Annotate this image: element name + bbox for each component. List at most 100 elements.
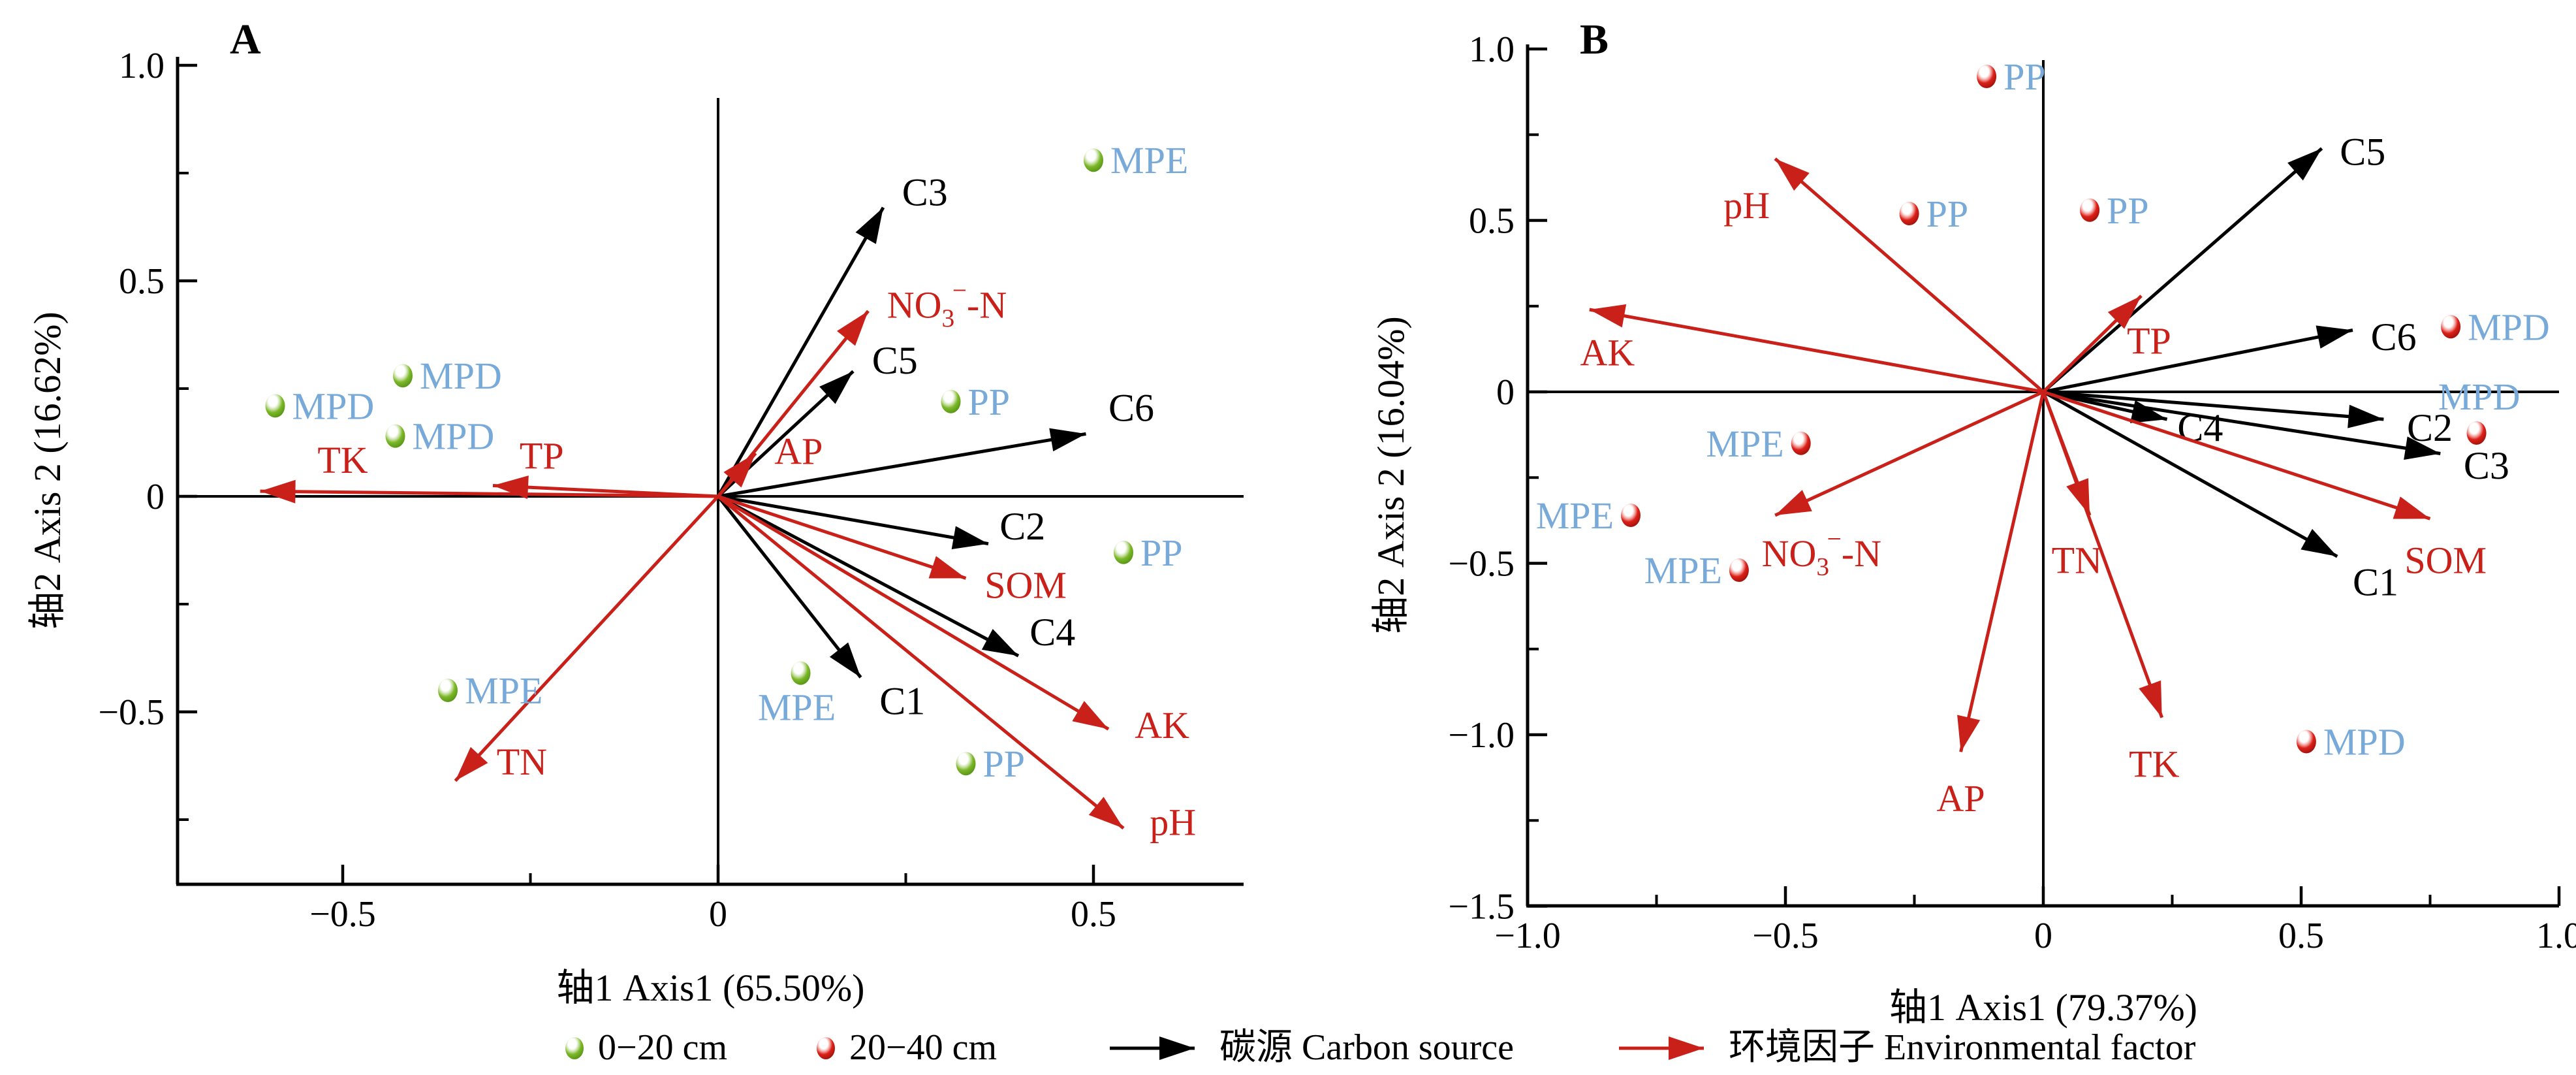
x-axis-label-B: 轴1 Axis1 (79.37%) [1889,986,2197,1029]
sample-point-PP [941,389,961,413]
x-tick-label: 0.5 [2278,916,2324,956]
env-arrow-label-TK: TK [317,439,368,481]
panel-B: 1.00.50−0.5−1.0−1.5−1.0 −0.5 0 0.5 1.0C5C6C4… [1370,16,2576,1029]
sample-point-MPD [2441,315,2461,339]
sample-point-label-MPD: MPD [2323,721,2406,763]
carbon-arrow-C5 [2042,147,2323,393]
carbon-arrow-label-C3: C3 [902,171,948,214]
legend-label-environmental-factor: 环境因子 Environmental factor [1729,1027,2196,1068]
env-arrow-label-AK: AK [1135,704,1189,746]
y-tick-label: −0.5 [1448,544,1515,585]
env-arrow-label-NO3N: NO3−-N [1762,524,1881,581]
env-arrow-label-SOM: SOM [984,564,1067,606]
sample-point-MPE [1729,558,1749,582]
carbon-arrow-C6 [717,428,1086,498]
env-arrow-AP [717,452,757,498]
y-tick-label: 0 [1496,372,1515,413]
env-arrow-pH [1774,157,2045,393]
sample-point-label-MPD: MPD [292,385,375,427]
y-tick-label: −1.0 [1448,715,1515,756]
legend-label-carbon-source: 碳源 Carbon source [1219,1027,1514,1068]
env-arrow-TP [2042,295,2143,393]
sample-point-label-PP: PP [2003,56,2046,98]
env-arrow-label-TN: TN [497,741,547,783]
legend-label-depth: 20−40 cm [849,1027,997,1068]
sample-point-MPE [791,661,811,685]
sample-point-label-PP: PP [1140,532,1183,574]
sample-point-MPE [1791,431,1811,455]
x-tick-label: 0 [709,894,727,935]
carbon-arrow-C2 [2043,390,2384,428]
carbon-arrow-label-C5: C5 [872,339,918,382]
env-arrow-SOM [2043,390,2431,521]
legend-label-depth: 0−20 cm [598,1027,727,1068]
y-tick-label: 0 [146,477,165,517]
carbon-arrow-C6 [2043,325,2353,394]
env-arrow-label-AP: AP [774,430,823,473]
sample-point-label-MPE: MPE [1706,423,1783,465]
sample-point-MPD [385,424,405,448]
sample-point-label-PP: PP [983,743,1026,785]
x-tick-label: 1.0 [2536,916,2576,956]
sample-point-PP [1899,202,1919,225]
sample-point-label-MPD: MPD [413,415,495,458]
sample-point-label-MPE: MPE [465,669,542,712]
x-tick-label: 0.5 [1071,894,1116,935]
sample-point-PP [1977,65,1997,88]
env-arrow-label-SOM: SOM [2404,539,2487,581]
sample-point-PP [2080,198,2100,222]
sample-point-MPE [1621,504,1641,527]
env-arrow-label-TP: TP [2127,319,2171,362]
sample-point-label-MPE: MPE [1644,549,1722,592]
sample-point-label-MPD: MPD [2468,306,2550,348]
sample-point-MPD [2466,421,2487,445]
x-tick-label: −1.0 [1494,916,1561,956]
carbon-arrow-C1 [717,495,862,679]
env-arrow-NO3N [1774,390,2045,517]
sample-point-label-MPD: MPD [2438,376,2521,418]
y-axis-label-A: 轴2 Axis 2 (16.62%) [26,312,69,630]
sample-point-label-PP: PP [2107,189,2149,232]
carbon-arrow-label-C6: C6 [1108,387,1154,430]
legend-green-point-icon [565,1037,584,1059]
env-arrow-label-AP: AP [1937,777,1985,820]
panel-title-B: B [1580,16,1609,63]
env-arrow-TK [260,479,719,504]
y-tick-label: 1.0 [119,46,165,86]
carbon-arrow-C4 [717,494,1020,658]
carbon-arrow-label-C4: C4 [1029,611,1075,654]
sample-point-PP [956,752,976,776]
legend-red-point-icon [817,1037,835,1059]
env-arrow-label-TP: TP [520,434,564,477]
env-arrow-SOM [717,494,967,580]
sample-point-label-MPD: MPD [420,355,502,397]
x-tick-label: −0.5 [1752,916,1819,956]
env-arrow-TK [2041,391,2164,718]
carbon-arrow-label-C1: C1 [2353,560,2398,603]
env-arrow-AP [1957,391,2045,752]
sample-point-label-PP: PP [1926,193,1969,235]
sample-point-MPE [1084,148,1103,172]
y-tick-label: 1.0 [1469,29,1515,70]
env-arrow-TN [454,495,719,782]
carbon-arrow-label-C6: C6 [2371,315,2417,359]
env-arrow-label-NO3N: NO3−-N [887,276,1007,332]
carbon-arrow-label-C1: C1 [879,680,925,723]
env-arrow-pH [717,495,1125,830]
sample-point-label-MPE: MPE [1110,139,1188,182]
carbon-arrow-label-C2: C2 [999,505,1045,548]
env-arrow-AK [717,494,1110,731]
carbon-arrow-label-C3: C3 [2464,444,2509,487]
env-arrow-AK [1589,304,2044,394]
carbon-arrow-C3 [2043,390,2441,460]
sample-point-MPD [265,394,285,418]
env-arrow-label-AK: AK [1580,332,1635,374]
y-tick-label: −1.5 [1448,887,1515,927]
carbon-arrow-label-C5: C5 [2340,131,2385,174]
sample-point-PP [1114,540,1133,564]
sample-point-MPD [393,364,413,388]
panel-title-A: A [230,16,261,63]
sample-point-MPD [2296,730,2316,754]
